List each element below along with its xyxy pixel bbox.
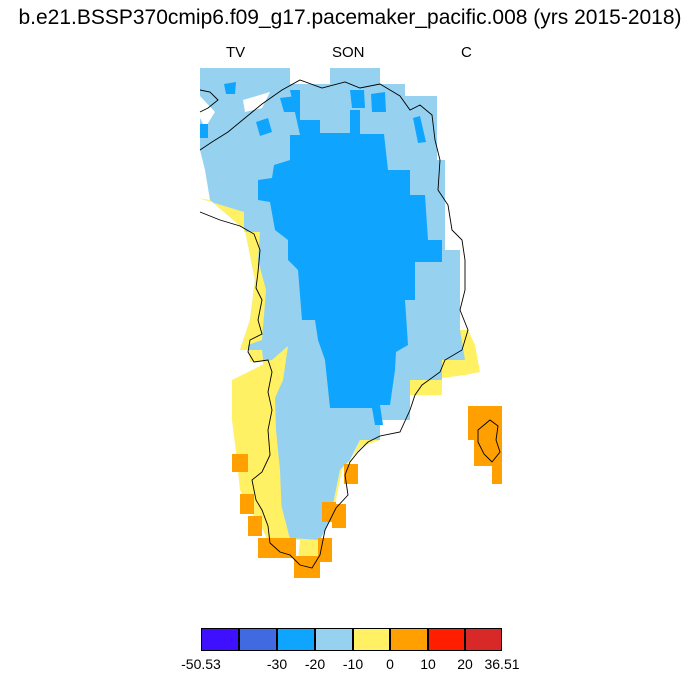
region-blue-north-3	[413, 116, 426, 143]
region-blue-northwest-4	[200, 124, 208, 138]
variable-label: TV	[226, 44, 246, 61]
colorbar-box-8	[465, 628, 502, 651]
colorbar-box-4	[315, 628, 353, 651]
colorbar-box-1	[201, 628, 239, 651]
units-label: C	[461, 44, 472, 61]
colorbar-box-5	[353, 628, 390, 651]
colorbar-tick: -10	[342, 656, 364, 672]
coastline-island	[477, 419, 501, 463]
colorbar-tick-max: 36.51	[484, 656, 520, 672]
colorbar-box-2	[239, 628, 277, 651]
colorbar-box-3	[277, 628, 315, 651]
colorbar-box-7	[428, 628, 465, 651]
map-title: b.e21.BSSP370cmip6.f09_g17.pacemaker_pac…	[18, 6, 682, 29]
region-blue-northwest-1	[224, 82, 236, 94]
colorbar-tick-min: -50.53	[181, 656, 221, 672]
colorbar-tick: 10	[420, 656, 436, 672]
region-blue-northwest-2	[256, 118, 272, 136]
colorbar-tick: -20	[304, 656, 326, 672]
coastline	[199, 79, 469, 569]
region-blue-interior	[258, 90, 442, 425]
colorbar-box-6	[390, 628, 428, 651]
colorbar-tick: -30	[266, 656, 288, 672]
region-blue-north-1	[350, 90, 365, 108]
season-label: SON	[332, 44, 365, 61]
greenland-map	[198, 68, 502, 578]
colorbar-tick: 0	[386, 656, 394, 672]
region-blue-north-2	[371, 92, 386, 112]
region-blue-northwest-3	[280, 96, 300, 112]
colorbar-tick: 20	[457, 656, 473, 672]
